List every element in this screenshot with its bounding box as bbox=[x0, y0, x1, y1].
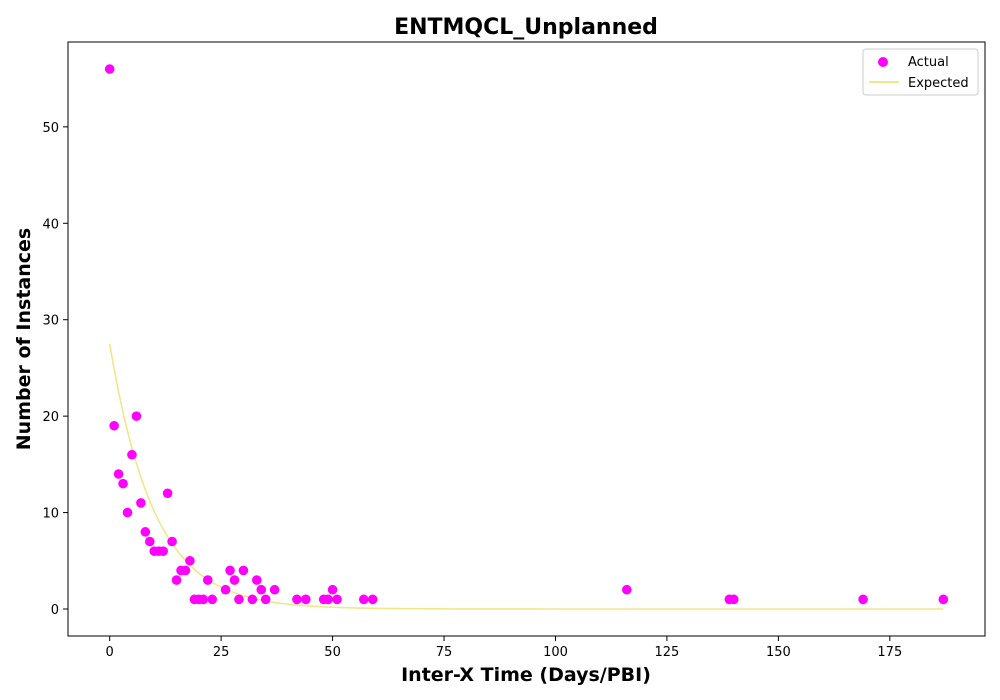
data-point bbox=[225, 565, 235, 576]
data-point bbox=[118, 478, 128, 489]
data-point bbox=[131, 411, 142, 421]
data-point bbox=[301, 594, 311, 605]
data-point bbox=[234, 594, 244, 605]
chart-title: ENTMQCL_Unplanned bbox=[394, 15, 658, 40]
data-point bbox=[728, 594, 739, 605]
data-point bbox=[158, 546, 168, 556]
y-tick-label: 0 bbox=[51, 603, 59, 618]
expected-line bbox=[108, 343, 944, 610]
x-tick-label: 25 bbox=[213, 645, 230, 660]
x-axis-label: Inter-X Time (Days/PBI) bbox=[401, 664, 651, 686]
data-point bbox=[858, 594, 868, 605]
data-point bbox=[180, 565, 191, 576]
data-point bbox=[358, 594, 369, 605]
data-point bbox=[251, 575, 262, 585]
data-point bbox=[238, 565, 249, 576]
x-tick-label: 0 bbox=[106, 645, 114, 660]
data-point bbox=[171, 575, 182, 585]
data-point bbox=[104, 64, 115, 74]
y-axis-label: Number of Instances bbox=[13, 228, 35, 450]
data-point bbox=[140, 527, 151, 537]
data-point bbox=[260, 594, 271, 605]
expected-series bbox=[108, 343, 944, 610]
legend-label-expected: Expected bbox=[908, 76, 969, 91]
data-point bbox=[122, 507, 133, 518]
data-point bbox=[127, 449, 137, 460]
data-point bbox=[136, 498, 146, 508]
data-point bbox=[256, 584, 267, 595]
data-point bbox=[185, 555, 195, 566]
data-point bbox=[207, 594, 218, 605]
data-point bbox=[202, 575, 213, 585]
x-axis: 0 25 50 75 100 125 150 175 bbox=[106, 636, 902, 660]
data-point bbox=[323, 594, 333, 605]
data-point bbox=[269, 584, 280, 595]
actual-series bbox=[104, 64, 949, 605]
y-tick-label: 30 bbox=[42, 314, 59, 329]
y-tick-label: 20 bbox=[42, 410, 59, 425]
data-point bbox=[327, 584, 338, 595]
data-point bbox=[198, 594, 209, 605]
data-point bbox=[167, 536, 177, 547]
x-tick-label: 100 bbox=[543, 645, 568, 660]
data-point bbox=[247, 594, 258, 605]
data-point bbox=[332, 594, 342, 605]
data-point bbox=[367, 594, 378, 605]
data-point bbox=[113, 469, 124, 479]
legend-label-actual: Actual bbox=[908, 55, 949, 70]
x-tick-label: 175 bbox=[877, 645, 902, 660]
x-tick-label: 75 bbox=[436, 645, 453, 660]
y-tick-label: 50 bbox=[42, 121, 59, 136]
x-tick-label: 125 bbox=[655, 645, 680, 660]
data-point bbox=[292, 594, 302, 605]
data-point bbox=[109, 420, 119, 431]
x-tick-label: 50 bbox=[324, 645, 341, 660]
x-tick-label: 150 bbox=[766, 645, 791, 660]
legend-frame bbox=[862, 48, 979, 96]
data-point bbox=[229, 575, 240, 585]
data-point bbox=[220, 584, 231, 595]
plot-area bbox=[67, 41, 986, 637]
data-point bbox=[162, 488, 173, 499]
data-point bbox=[145, 536, 155, 547]
legend-marker-actual bbox=[878, 57, 888, 67]
legend: Actual Expected bbox=[862, 48, 979, 96]
data-point bbox=[622, 584, 632, 595]
data-point bbox=[938, 594, 949, 605]
y-tick-label: 40 bbox=[42, 217, 59, 232]
y-tick-label: 10 bbox=[42, 507, 59, 522]
y-axis: 0 10 20 30 40 50 bbox=[42, 121, 68, 618]
